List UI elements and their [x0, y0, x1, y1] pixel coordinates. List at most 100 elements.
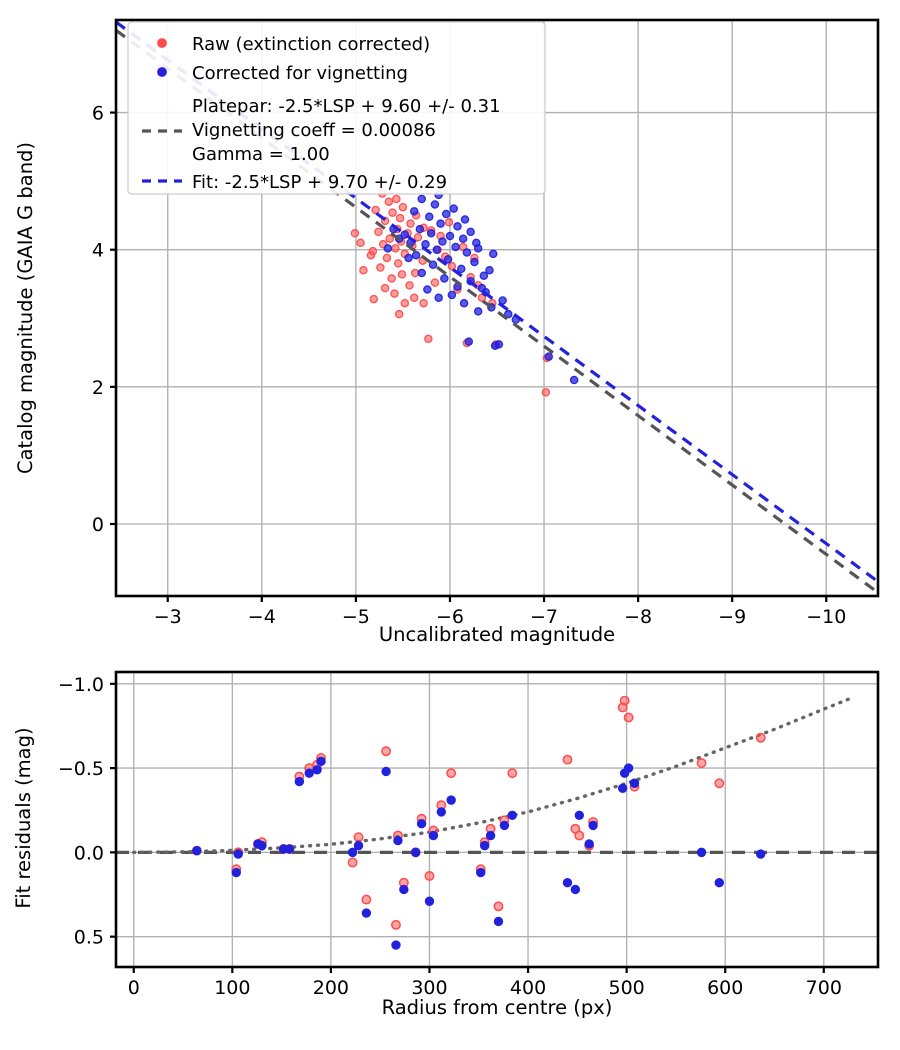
bottom-data-point	[392, 941, 400, 949]
top-data-point	[424, 286, 431, 293]
top-xtick-label: −9	[718, 606, 746, 628]
top-data-point	[401, 300, 408, 307]
top-data-point	[460, 300, 467, 307]
bottom-data-point	[234, 850, 242, 858]
top-data-point	[360, 267, 367, 274]
top-data-point	[443, 210, 450, 217]
bottom-data-point	[362, 895, 370, 903]
top-ytick-label: 0	[92, 514, 104, 536]
top-data-point	[441, 275, 448, 282]
bottom-data-point	[715, 779, 723, 787]
bottom-data-point	[624, 764, 632, 772]
bottom-data-point	[756, 734, 764, 742]
top-data-point	[418, 195, 425, 202]
top-xtick-label: −5	[342, 606, 370, 628]
top-data-point	[426, 213, 433, 220]
top-data-point	[389, 209, 396, 216]
bottom-data-point	[400, 885, 408, 893]
bottom-data-point	[392, 921, 400, 929]
top-xaxis-label: Uncalibrated magnitude	[379, 623, 615, 646]
top-data-point	[475, 308, 482, 315]
top-data-point	[405, 254, 412, 261]
bottom-data-point	[756, 850, 764, 858]
top-data-point	[473, 239, 480, 246]
bottom-data-point	[425, 872, 433, 880]
top-data-point	[454, 223, 461, 230]
top-data-point	[431, 201, 438, 208]
top-data-point	[407, 220, 414, 227]
bottom-data-point	[425, 897, 433, 905]
top-data-point	[351, 230, 358, 237]
top-data-point	[393, 195, 400, 202]
top-data-point	[367, 252, 374, 259]
bottom-data-point	[313, 766, 321, 774]
bottom-data-point	[382, 747, 390, 755]
top-data-point	[461, 216, 468, 223]
top-data-point	[411, 294, 418, 301]
top-data-point	[428, 230, 435, 237]
top-data-point	[383, 254, 390, 261]
bottom-xtick-label: 500	[608, 977, 644, 999]
bottom-data-point	[232, 868, 240, 876]
bottom-data-point	[354, 833, 362, 841]
legend-marker-corrected-icon	[158, 68, 166, 76]
top-data-point	[431, 279, 438, 286]
bottom-data-point	[618, 784, 626, 792]
plot-canvas: −3−4−5−6−7−8−9−100246 Uncalibrated magni…	[0, 0, 900, 1050]
top-data-point	[433, 246, 440, 253]
top-data-point	[445, 219, 452, 226]
top-xtick-label: −4	[248, 606, 276, 628]
bottom-data-point	[317, 757, 325, 765]
top-ytick-label: 2	[92, 377, 104, 399]
bottom-data-point	[411, 848, 419, 856]
top-data-point	[463, 249, 470, 256]
bottom-data-point	[715, 879, 723, 887]
bottom-data-point	[575, 831, 583, 839]
legend: Raw (extinction corrected) Corrected for…	[128, 22, 545, 194]
top-data-point	[386, 235, 393, 242]
top-data-point	[391, 290, 398, 297]
bottom-data-point	[362, 909, 370, 917]
bottom-panel-residuals-scatter: 01002003004005006007000.50.0−0.5−1.0 Rad…	[12, 672, 878, 1019]
top-data-point	[397, 215, 404, 222]
top-ytick-label: 6	[92, 103, 104, 125]
top-data-point	[399, 204, 406, 211]
bottom-data-point	[348, 858, 356, 866]
top-data-point	[392, 245, 399, 252]
top-data-point	[384, 245, 391, 252]
top-data-point	[437, 220, 444, 227]
bottom-data-point	[437, 808, 445, 816]
top-data-point	[411, 208, 418, 215]
bottom-data-point	[447, 796, 455, 804]
top-yaxis-label: Catalog magnitude (GAIA G band)	[14, 142, 37, 474]
top-data-point	[465, 338, 472, 345]
bottom-data-point	[285, 845, 293, 853]
bottom-ytick-label: 0.0	[74, 842, 104, 864]
bottom-data-point	[575, 811, 583, 819]
bottom-data-point	[508, 769, 516, 777]
bottom-xtick-label: 0	[128, 977, 140, 999]
bottom-data-point	[348, 848, 356, 856]
top-data-point	[385, 198, 392, 205]
top-data-point	[448, 291, 455, 298]
bottom-data-point	[305, 769, 313, 777]
bottom-data-point	[354, 841, 362, 849]
bottom-ytick-label: −1.0	[58, 674, 104, 696]
bottom-data-point	[563, 879, 571, 887]
bottom-data-point	[620, 696, 628, 704]
bottom-data-point	[571, 885, 579, 893]
top-data-point	[450, 205, 457, 212]
bottom-data-point	[630, 779, 638, 787]
top-xtick-label: −3	[154, 606, 182, 628]
top-data-point	[467, 228, 474, 235]
top-data-point	[439, 238, 446, 245]
bottom-ytick-label: −0.5	[58, 758, 104, 780]
bottom-data-point	[585, 840, 593, 848]
top-data-point	[377, 264, 384, 271]
legend-label-fit-equation: Fit: -2.5*LSP + 9.70 +/- 0.29	[192, 172, 447, 193]
bottom-data-point	[295, 777, 303, 785]
bottom-data-point	[382, 767, 390, 775]
top-data-point	[471, 258, 478, 265]
top-data-point	[478, 285, 485, 292]
top-data-point	[418, 269, 425, 276]
